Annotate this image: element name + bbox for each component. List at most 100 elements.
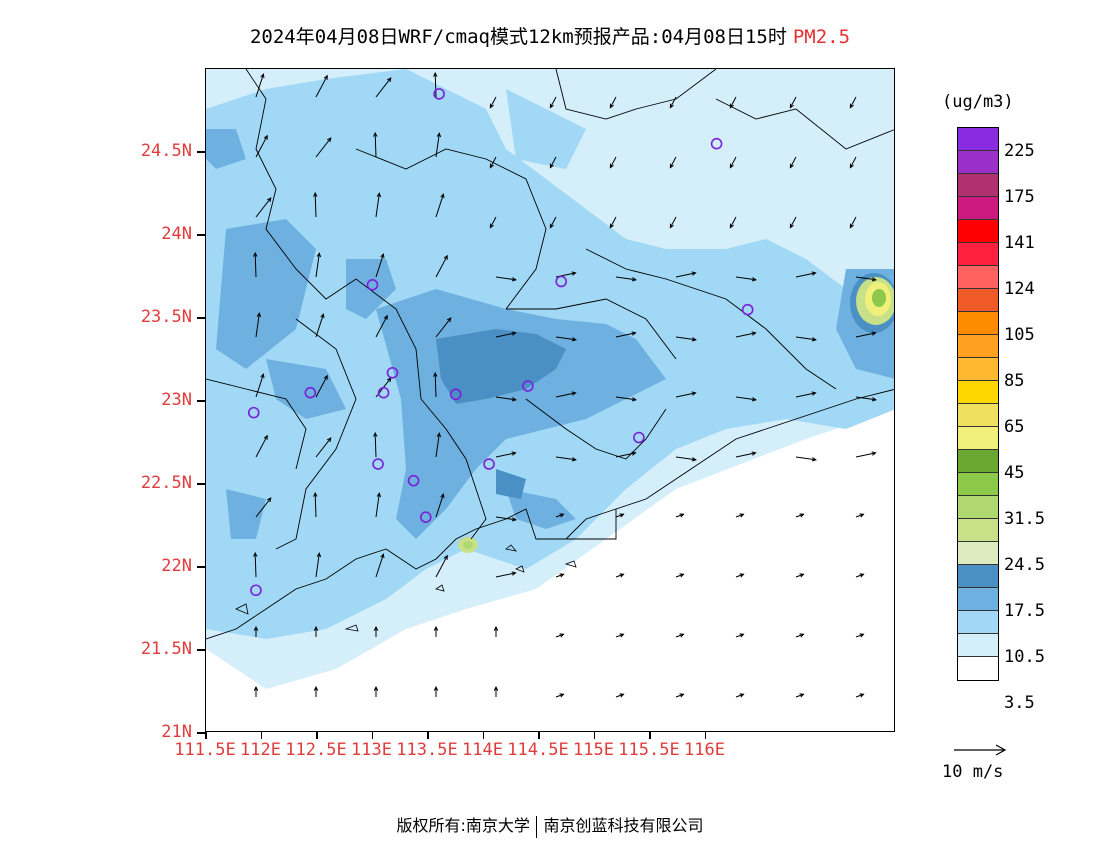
wind-arrowhead <box>376 192 382 198</box>
colorbar-segment <box>958 611 998 634</box>
wind-arrowhead <box>263 134 268 140</box>
wind-arrow <box>435 555 448 578</box>
wind-arrow <box>675 693 684 698</box>
wind-arrow <box>255 135 268 158</box>
wind-arrowhead <box>849 223 854 229</box>
station-markers <box>247 88 754 597</box>
wind-arrow <box>555 392 576 398</box>
wind-arrowhead <box>436 432 442 438</box>
colorbar-segment <box>958 427 998 450</box>
wind-arrowhead <box>619 573 625 578</box>
wind-arrow <box>795 456 816 461</box>
longitude-tick <box>371 732 373 739</box>
wind-arrow <box>735 513 744 518</box>
longitude-tick <box>316 732 318 739</box>
colorbar-segment <box>958 289 998 312</box>
wind-arrowhead <box>669 223 674 229</box>
wind-arrowhead <box>511 517 517 522</box>
wind-arrow <box>609 156 617 168</box>
station-marker <box>372 458 384 470</box>
wind-arrow <box>495 276 516 281</box>
colorbar-label: 3.5 <box>1004 693 1035 713</box>
colorbar-label: 24.5 <box>1004 555 1045 575</box>
wind-arrowhead <box>266 197 272 203</box>
wind-arrowhead <box>859 633 865 638</box>
wind-arrowhead <box>729 103 734 109</box>
colorbar-segment <box>958 634 998 657</box>
latitude-tick <box>197 732 206 734</box>
wind-arrowhead <box>386 77 392 83</box>
longitude-label: 113.5E <box>396 740 458 760</box>
station-marker <box>449 388 462 401</box>
wind-arrow <box>795 336 816 341</box>
wind-arrow <box>675 272 696 278</box>
latitude-label: 21.5N <box>140 639 192 659</box>
colorbar-segment <box>958 128 998 151</box>
wind-arrow <box>855 396 876 401</box>
wind-arrowhead <box>433 685 439 691</box>
pm25-map <box>206 69 894 698</box>
station-marker <box>366 279 379 291</box>
station-marker <box>483 458 495 470</box>
wind-arrowhead <box>373 625 379 631</box>
wind-arrowhead <box>739 573 745 578</box>
wind-arrowhead <box>323 74 328 80</box>
colorbar-segment <box>958 335 998 358</box>
colorbar-units: (ug/m3) <box>942 92 1014 112</box>
wind-arrowhead <box>631 277 637 282</box>
longitude-tick <box>260 732 262 739</box>
wind-arrowhead <box>859 513 865 518</box>
wind-arrowhead <box>511 571 517 576</box>
wind-arrow <box>549 156 557 168</box>
wind-arrowhead <box>729 223 734 229</box>
wind-arrowhead <box>511 397 517 402</box>
wind-arrowhead <box>631 331 637 336</box>
wind-arrow <box>795 513 804 518</box>
wind-arrowhead <box>859 693 865 698</box>
wind-arrowhead <box>691 457 697 462</box>
wind-arrowhead <box>729 163 734 169</box>
wind-arrowhead <box>380 253 385 259</box>
station-marker <box>741 303 754 316</box>
colorbar-segment <box>958 174 998 197</box>
wind-arrowhead <box>489 163 494 169</box>
longitude-tick <box>593 732 595 739</box>
wind-arrow <box>315 137 332 158</box>
wind-arrow <box>375 554 384 578</box>
wind-arrowhead <box>489 103 494 109</box>
wind-arrow <box>555 513 564 518</box>
wind-arrow <box>855 452 876 458</box>
wind-arrow <box>255 374 264 398</box>
footer-left: 版权所有:南京大学 <box>396 816 530 835</box>
station-marker <box>522 380 534 392</box>
wind-arrow <box>615 513 624 518</box>
wind-arrowhead <box>871 277 877 282</box>
wind-arrow <box>555 693 564 698</box>
wind-arrow <box>735 693 744 698</box>
wind-arrow <box>555 336 576 341</box>
longitude-tick <box>538 732 540 739</box>
latitude-tick <box>197 483 206 485</box>
wind-arrowhead <box>433 71 438 77</box>
wind-arrowhead <box>789 163 794 169</box>
wind-arrowhead <box>691 391 697 396</box>
wind-reference-arrow <box>954 744 1007 756</box>
pm25-field-darkest <box>436 329 566 499</box>
wind-arrowhead <box>691 271 697 276</box>
wind-arrow <box>435 255 448 278</box>
wind-arrowhead <box>489 223 494 229</box>
wind-arrow <box>495 332 516 338</box>
wind-arrowhead <box>619 633 625 638</box>
wind-arrow <box>434 72 437 98</box>
wind-arrowhead <box>313 685 319 691</box>
wind-arrowhead <box>436 132 442 138</box>
footer-right: 南京创蓝科技有限公司 <box>543 816 704 835</box>
wind-arrow <box>675 573 684 578</box>
wind-arrow <box>795 633 804 638</box>
wind-arrow <box>555 573 564 578</box>
longitude-tick <box>704 732 706 739</box>
wind-arrow <box>735 276 756 281</box>
colorbar-label: 10.5 <box>1004 647 1045 667</box>
wind-arrow <box>615 332 636 338</box>
wind-arrow <box>795 573 804 578</box>
